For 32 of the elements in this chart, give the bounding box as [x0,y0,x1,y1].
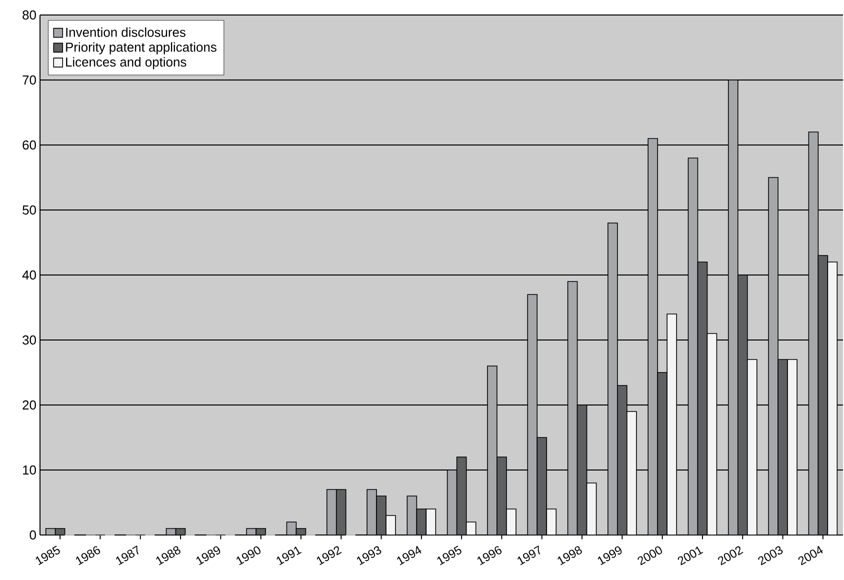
y-tick-label: 70 [22,75,36,85]
x-tick-label: 1993 [356,546,382,566]
x-tick-label: 2002 [718,546,744,566]
x-tick-label: 1988 [156,546,180,566]
x-tick-label: 1996 [477,546,502,566]
x-tick-label: 1989 [196,546,220,566]
y-tick-label: 10 [23,465,36,475]
legend-label: Priority patent applications [66,42,216,54]
y-tick-label: 20 [22,400,36,410]
x-tick-label: 2003 [758,546,783,566]
x-tick-label: 1991 [276,546,302,566]
x-tick-label: 2000 [638,546,662,566]
x-tick-label: 1995 [437,546,462,566]
x-tick-label: 2001 [678,546,704,566]
x-tick-label: 1987 [116,545,139,566]
x-tick-label: 1998 [558,546,582,566]
x-tick-label: 1992 [316,546,342,566]
x-tick-label: 2004 [798,546,823,566]
y-tick-label: 0 [30,530,36,540]
y-tick-label: 60 [22,140,36,150]
x-tick-label: 1985 [36,546,60,566]
y-tick-label: 80 [22,10,36,20]
x-tick-label: 1990 [236,546,260,566]
legend-label: Licences and options [66,57,186,70]
x-tick-label: 1997 [518,545,540,566]
x-tick-label: 1986 [76,546,100,566]
x-tick-label: 1999 [598,546,622,566]
x-tick-label: 1994 [397,546,422,566]
y-tick-label: 50 [22,205,36,215]
y-tick-label: 30 [22,335,36,345]
y-tick-label: 40 [22,270,36,280]
legend-label: Invention disclosures [66,27,186,37]
